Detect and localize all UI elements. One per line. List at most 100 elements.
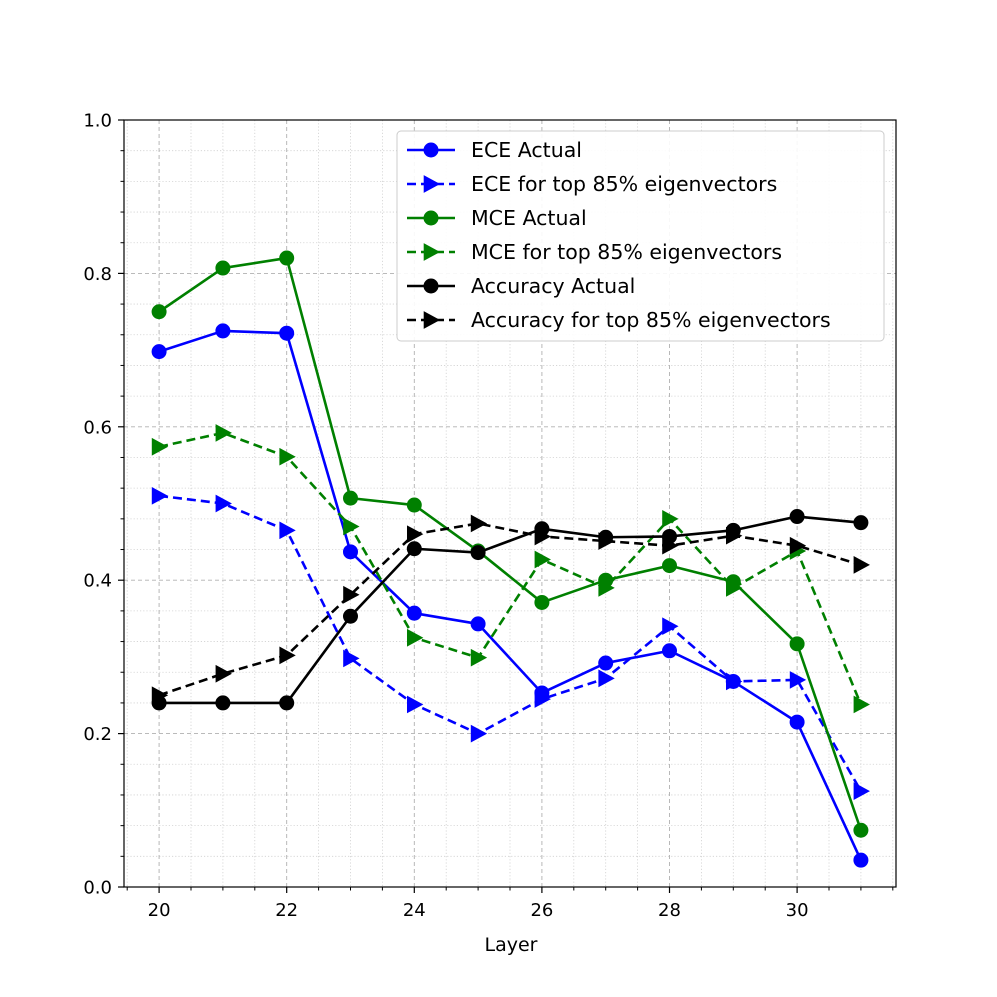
data-point-mce-actual [342, 490, 358, 506]
data-point-mce-actual [215, 260, 231, 276]
data-point-accuracy-actual [853, 515, 869, 531]
legend-swatch-marker [423, 142, 439, 158]
data-point-mce-actual [853, 822, 869, 838]
data-point-ece-for-top-85-eigenvectors [343, 649, 360, 668]
series-ece-for-top-85-eigenvectors [151, 486, 870, 800]
data-point-accuracy-for-top-85-eigenvectors [215, 664, 232, 683]
data-point-ece-actual [406, 605, 422, 621]
data-point-accuracy-actual [215, 695, 231, 711]
legend-swatch-marker [423, 210, 439, 226]
x-tick-label: 30 [786, 900, 809, 921]
data-point-accuracy-for-top-85-eigenvectors [853, 556, 870, 574]
data-point-accuracy-for-top-85-eigenvectors [343, 585, 360, 604]
legend-swatch-marker [423, 243, 441, 261]
data-point-accuracy-actual [789, 509, 805, 525]
data-point-mce-for-top-85-eigenvectors [470, 648, 488, 667]
data-point-accuracy-for-top-85-eigenvectors [470, 514, 488, 533]
x-tick-label: 28 [658, 900, 681, 921]
data-point-ece-for-top-85-eigenvectors [151, 486, 169, 505]
x-tick-label: 22 [275, 900, 298, 921]
y-tick-label: 0.8 [83, 264, 112, 285]
data-point-ece-actual [598, 655, 614, 671]
data-point-ece-actual [279, 325, 295, 341]
legend-swatch-marker [423, 278, 439, 294]
data-point-accuracy-for-top-85-eigenvectors [534, 527, 551, 546]
data-point-ece-for-top-85-eigenvectors [789, 671, 807, 689]
data-point-mce-actual [534, 594, 550, 610]
data-point-ece-for-top-85-eigenvectors [534, 690, 551, 708]
legend-label: ECE Actual [471, 138, 582, 162]
legend: ECE Actual ECE for top 85% eigenvectors MC… [396, 130, 885, 342]
series-layer [151, 250, 870, 868]
legend-label: MCE Actual [471, 206, 587, 230]
data-point-ece-for-top-85-eigenvectors [279, 521, 296, 540]
data-point-accuracy-for-top-85-eigenvectors [406, 525, 424, 544]
data-point-mce-actual [789, 636, 805, 652]
data-point-ece-for-top-85-eigenvectors [470, 724, 488, 743]
series-line-accuracy-actual [159, 515, 862, 705]
data-point-accuracy-for-top-85-eigenvectors [151, 686, 169, 705]
data-point-mce-for-top-85-eigenvectors [215, 424, 232, 442]
data-point-mce-for-top-85-eigenvectors [662, 510, 679, 528]
data-point-mce-for-top-85-eigenvectors [853, 695, 870, 714]
x-tick-label: 20 [148, 900, 171, 921]
series-line-ece-for-top-85-eigenvectors [158, 494, 863, 792]
legend-entry-accuracy-actual: Accuracy Actual [407, 274, 635, 298]
legend-entry-ece-for-top-85-eigenvectors: ECE for top 85% eigenvectors [407, 172, 777, 196]
y-tick-label: 1.0 [83, 111, 112, 132]
data-point-accuracy-actual [406, 541, 422, 557]
data-point-ece-for-top-85-eigenvectors [726, 672, 743, 691]
data-point-mce-for-top-85-eigenvectors [726, 579, 743, 597]
x-axis-label: Layer [485, 934, 538, 956]
data-point-accuracy-actual [279, 695, 295, 711]
legend-label: MCE for top 85% eigenvectors [471, 240, 782, 264]
y-tick-label: 0.6 [83, 417, 112, 438]
data-point-ece-for-top-85-eigenvectors [853, 782, 870, 800]
series-line-mce-actual [158, 256, 863, 831]
legend-entry-mce-for-top-85-eigenvectors: MCE for top 85% eigenvectors [407, 240, 782, 264]
y-tick-label: 0.4 [83, 571, 112, 592]
data-point-ece-actual [662, 643, 678, 659]
data-point-ece-actual [789, 714, 805, 730]
data-point-accuracy-for-top-85-eigenvectors [279, 646, 296, 665]
legend-label: ECE for top 85% eigenvectors [471, 172, 777, 196]
data-point-accuracy-for-top-85-eigenvectors [789, 536, 807, 555]
data-point-ece-actual [853, 852, 869, 868]
series-line-mce-for-top-85-eigenvectors [158, 431, 863, 705]
data-point-mce-actual [662, 558, 678, 574]
data-point-ece-for-top-85-eigenvectors [215, 494, 232, 513]
data-point-ece-actual [215, 323, 231, 339]
axis-ticks: 20 22 24 26 28 30 0.0 0.2 0.4 0.6 0.8 1.0 [83, 111, 894, 921]
series-accuracy-for-top-85-eigenvectors [151, 514, 870, 705]
data-point-accuracy-for-top-85-eigenvectors [598, 532, 615, 550]
data-point-mce-for-top-85-eigenvectors [151, 437, 169, 456]
data-point-ece-for-top-85-eigenvectors [598, 669, 615, 688]
data-point-mce-for-top-85-eigenvectors [406, 628, 424, 647]
series-line-accuracy-for-top-85-eigenvectors [158, 522, 862, 697]
data-point-accuracy-for-top-85-eigenvectors [662, 536, 679, 555]
legend-label: Accuracy for top 85% eigenvectors [471, 308, 831, 332]
y-tick-label: 0.0 [83, 878, 112, 899]
data-point-mce-actual [406, 497, 422, 513]
series-mce-for-top-85-eigenvectors [151, 424, 870, 714]
data-point-accuracy-actual [470, 545, 486, 561]
data-point-mce-actual [279, 250, 295, 266]
data-point-ece-actual [470, 616, 486, 632]
legend-swatch-marker [423, 175, 441, 193]
data-point-ece-actual [151, 344, 167, 360]
series-line-ece-actual [158, 329, 863, 861]
x-tick-label: 26 [530, 900, 553, 921]
data-point-mce-actual [151, 304, 167, 320]
legend-entry-ece-actual: ECE Actual [407, 138, 582, 162]
x-tick-label: 24 [403, 900, 426, 921]
legend-box [396, 130, 885, 342]
data-point-mce-for-top-85-eigenvectors [279, 447, 296, 466]
legend-label: Accuracy Actual [471, 274, 635, 298]
data-point-mce-for-top-85-eigenvectors [598, 579, 615, 597]
data-point-accuracy-actual [342, 608, 358, 624]
data-point-ece-for-top-85-eigenvectors [662, 617, 679, 636]
y-tick-label: 0.2 [83, 724, 112, 745]
legend-swatch-marker [423, 311, 441, 329]
data-point-ece-for-top-85-eigenvectors [406, 695, 424, 714]
data-point-mce-for-top-85-eigenvectors [534, 550, 551, 569]
